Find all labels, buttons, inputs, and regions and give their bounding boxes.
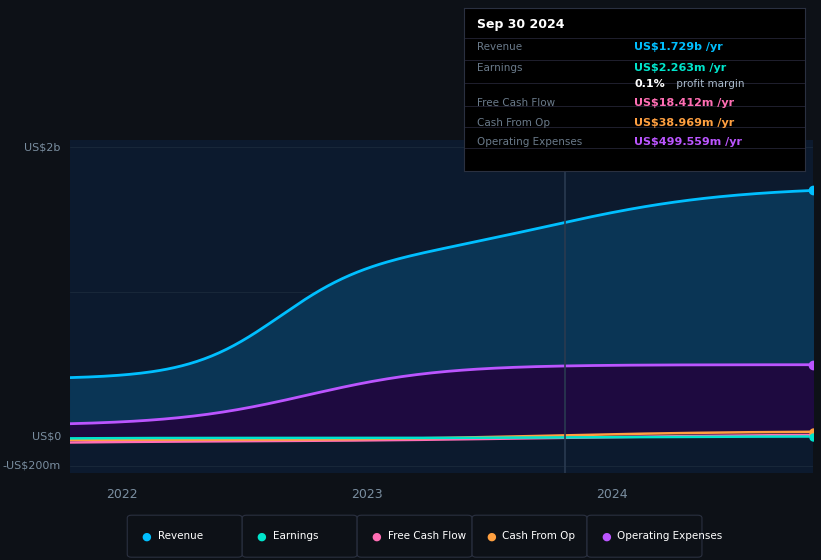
Text: Revenue: Revenue [478,43,523,53]
Text: US$38.969m /yr: US$38.969m /yr [635,118,735,128]
Text: ●: ● [371,531,381,541]
Text: US$2.263m /yr: US$2.263m /yr [635,63,727,73]
Text: 2024: 2024 [596,488,628,501]
Text: Revenue: Revenue [158,531,203,541]
Text: US$18.412m /yr: US$18.412m /yr [635,99,734,109]
Text: 2023: 2023 [351,488,383,501]
Text: Cash From Op: Cash From Op [502,531,576,541]
Text: ●: ● [256,531,266,541]
Text: ●: ● [601,531,611,541]
Text: Cash From Op: Cash From Op [478,118,551,128]
Text: Earnings: Earnings [273,531,318,541]
Text: 0.1%: 0.1% [635,79,665,89]
Text: US$499.559m /yr: US$499.559m /yr [635,137,742,147]
Text: Operating Expenses: Operating Expenses [617,531,722,541]
Text: ●: ● [486,531,496,541]
Text: Operating Expenses: Operating Expenses [478,137,583,147]
Text: Earnings: Earnings [478,63,523,73]
Text: 2022: 2022 [106,488,138,501]
Text: Sep 30 2024: Sep 30 2024 [478,18,565,31]
Text: profit margin: profit margin [673,79,745,89]
Text: Free Cash Flow: Free Cash Flow [478,99,556,109]
Text: US$1.729b /yr: US$1.729b /yr [635,43,723,53]
Text: -US$200m: -US$200m [2,461,61,471]
Text: Free Cash Flow: Free Cash Flow [388,531,466,541]
Text: US$0: US$0 [32,432,61,442]
Text: ●: ● [141,531,151,541]
Text: US$2b: US$2b [25,142,61,152]
